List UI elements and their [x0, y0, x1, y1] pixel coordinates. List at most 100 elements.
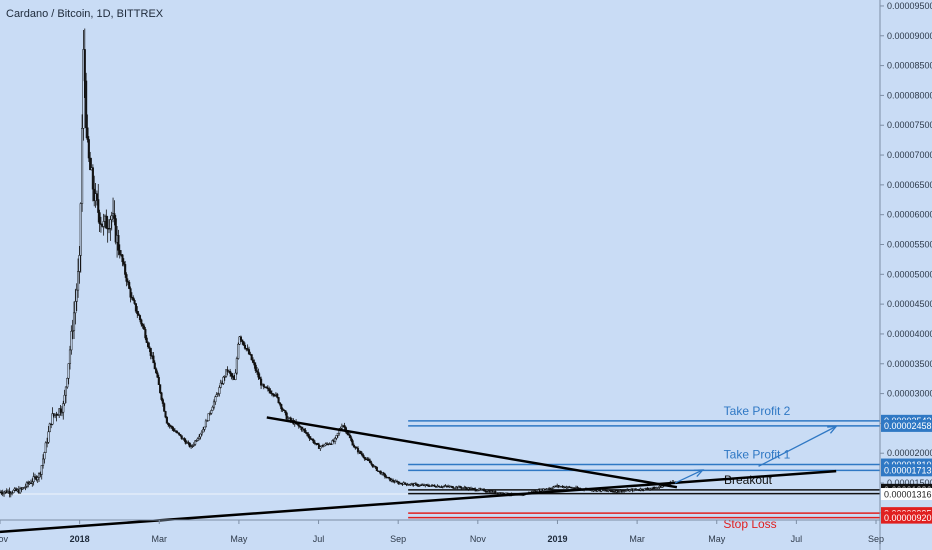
candle-body: [642, 489, 645, 491]
candle-body: [19, 488, 22, 494]
candle-body: [191, 445, 194, 447]
candle-body: [86, 127, 89, 140]
candle-body: [124, 264, 127, 275]
candle-body: [74, 301, 77, 314]
level-price-badge-text: 0.00002458: [884, 421, 932, 431]
candle-body: [474, 488, 477, 491]
candle-body: [238, 336, 241, 345]
candle-body: [305, 432, 308, 435]
candle-body: [114, 218, 117, 243]
support-trendline[interactable]: [0, 469, 837, 534]
level-price-badge-text: 0.00000920: [884, 513, 932, 523]
price-tick-label: 0.00006500: [887, 180, 932, 190]
candle-body: [160, 392, 163, 400]
candle-body: [405, 483, 408, 485]
candle-body: [153, 362, 156, 370]
candle-body: [85, 80, 88, 129]
price-tick-label: 0.00009000: [887, 31, 932, 41]
candle-body: [192, 444, 195, 446]
time-axis[interactable]: Nov 2018 Mar May Jul Sep Nov 2019 Mar May Jul Sep: [0, 519, 884, 544]
candle-body: [148, 346, 151, 349]
candle-body: [0, 491, 3, 494]
candle-body: [211, 406, 214, 411]
candle-body: [105, 215, 108, 229]
level-price-badge-text: 0.00001713: [884, 466, 932, 476]
candle-body: [371, 464, 374, 468]
price-tick-label: 0.00004500: [887, 299, 932, 309]
price-tick-label: 0.00008500: [887, 61, 932, 71]
candle-body: [132, 297, 135, 301]
time-tick-label: Mar: [152, 534, 168, 544]
candle-body: [128, 282, 131, 289]
price-tick-label: 0.00008000: [887, 90, 932, 100]
candle-body: [200, 431, 203, 435]
candle-body: [246, 348, 249, 350]
candle-body: [483, 489, 486, 492]
projection-arrow-1[interactable]: [674, 469, 704, 484]
candle-body: [265, 386, 268, 389]
candle-body: [459, 486, 462, 488]
candle-body: [356, 448, 360, 453]
projection-arrow-2[interactable]: [758, 425, 837, 467]
candle-body: [2, 491, 6, 495]
resistance-trendline[interactable]: [266, 416, 678, 489]
candle-body: [451, 485, 454, 489]
candle-body: [269, 390, 272, 394]
candle-body: [29, 482, 33, 484]
candle-body: [256, 370, 259, 373]
candle-body: [156, 372, 159, 378]
candle-body: [476, 489, 479, 492]
candle-body: [133, 300, 136, 304]
candle-body: [89, 157, 92, 171]
candle-body: [48, 423, 51, 433]
candle-body: [239, 336, 242, 341]
price-axis-panel: [880, 0, 932, 550]
candle-body: [157, 377, 160, 385]
candle-body: [416, 483, 419, 486]
candle-body: [164, 411, 167, 418]
candle-body: [289, 417, 292, 421]
current-price-badge: [881, 488, 932, 500]
candle-body: [42, 458, 45, 466]
candle-body: [77, 271, 80, 291]
candle-body: [63, 394, 66, 404]
candle-body: [618, 491, 621, 493]
candle-body: [134, 303, 137, 312]
candle-body: [395, 480, 399, 483]
candle-body: [87, 139, 90, 159]
price-tick-label: 0.00007500: [887, 120, 932, 130]
candle-body: [404, 482, 407, 485]
price-tick-label: 0.00006000: [887, 210, 932, 220]
price-axis[interactable]: 0.00009500 0.00009000 0.00008500 0.00008000…: [880, 1, 932, 524]
candle-body: [171, 426, 174, 429]
candle-body: [146, 342, 150, 347]
candle-body: [199, 433, 202, 438]
time-tick-label: Mar: [629, 534, 645, 544]
candle-body: [67, 363, 70, 379]
level-label: Stop Loss: [723, 517, 776, 531]
candle-body: [83, 49, 86, 82]
candle-body: [272, 393, 275, 396]
candle-body: [253, 362, 256, 366]
price-tick-label: 0.00003000: [887, 389, 932, 399]
candle-body: [284, 410, 287, 414]
candle-body: [307, 433, 310, 437]
candle-body: [552, 486, 555, 489]
candle-body: [323, 444, 326, 447]
time-tick-label: Jul: [313, 534, 325, 544]
level-price-badge: [881, 464, 932, 477]
candle-body: [25, 482, 28, 487]
candle-body: [299, 425, 302, 428]
candle-body: [350, 437, 353, 441]
candle-body: [46, 442, 49, 444]
candle-body: [155, 368, 158, 374]
candle-body: [640, 488, 644, 491]
candle-body: [72, 312, 76, 331]
candle-body: [312, 439, 315, 443]
candle-body: [126, 281, 129, 283]
candle-body: [142, 325, 146, 330]
candle-body: [280, 404, 283, 409]
